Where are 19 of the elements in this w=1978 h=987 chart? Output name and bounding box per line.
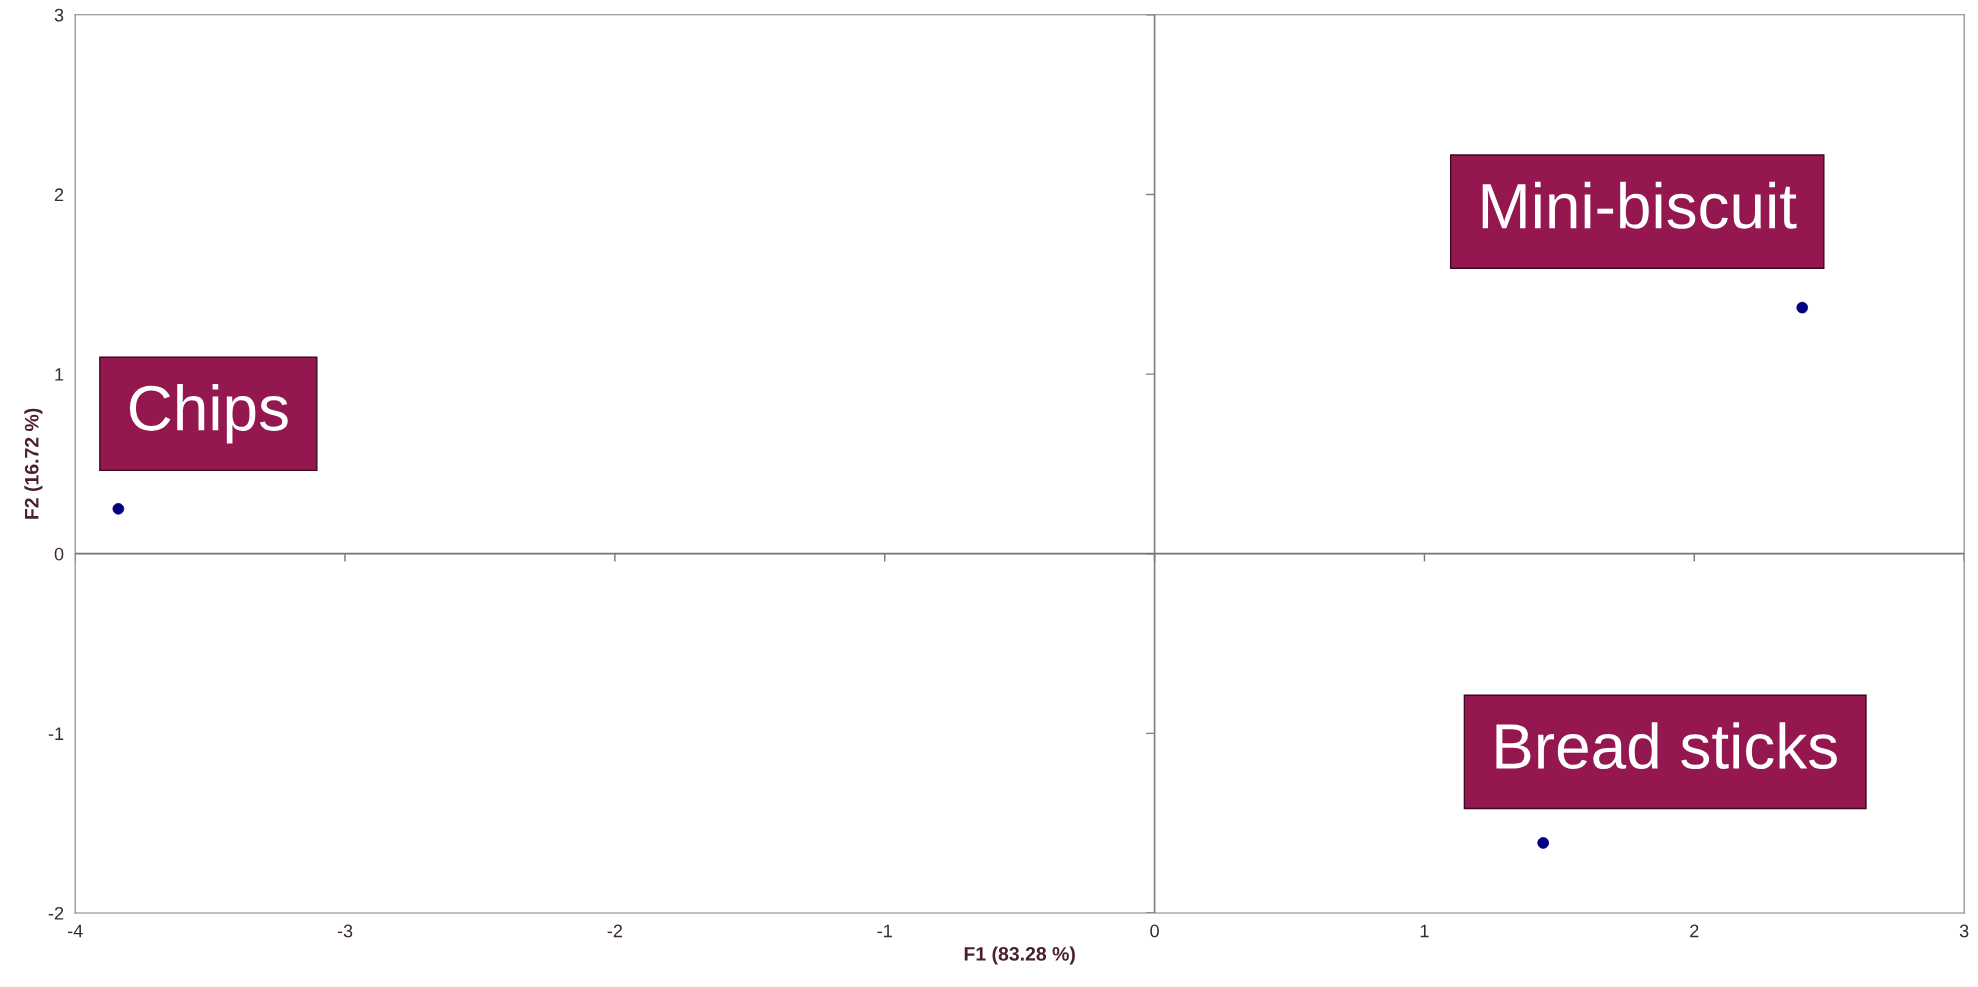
annotation: Chips — [129, 384, 288, 444]
y-axis-title: F2 (16.72 %) — [24, 408, 43, 519]
x-tick-label: 3 — [1959, 924, 1969, 938]
y-tick-label: -1 — [48, 727, 64, 740]
x-tick-label: -2 — [607, 924, 622, 938]
x-tick-label: -3 — [337, 924, 353, 938]
y-tick-label: -2 — [48, 906, 64, 920]
x-tick-label: -1 — [877, 924, 892, 938]
y-tick-label: 0 — [54, 547, 64, 561]
x-axis-title: F1 (83.28 %) — [964, 946, 1075, 965]
annotation: Bread sticks — [1496, 722, 1837, 770]
annotation: Mini-biscuit — [1482, 181, 1797, 229]
y-tick-label: 2 — [54, 188, 64, 201]
x-tick-label: 1 — [1420, 924, 1429, 938]
x-tick-label: 0 — [1150, 924, 1159, 938]
y-tick-label: 1 — [55, 368, 64, 381]
x-tick-label: -4 — [67, 924, 83, 938]
x-tick-label: 2 — [1690, 924, 1699, 938]
y-tick-label: 3 — [54, 8, 64, 22]
